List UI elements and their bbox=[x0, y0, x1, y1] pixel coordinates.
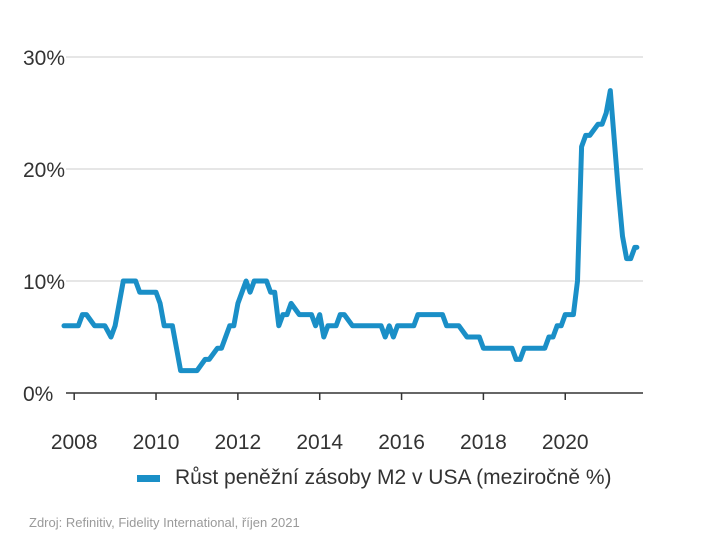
y-tick-label: 10% bbox=[23, 271, 65, 294]
grid-lines bbox=[66, 56, 643, 282]
legend-label: Růst peněžní zásoby M2 v USA (meziročně … bbox=[175, 466, 612, 489]
x-tick-label: 2020 bbox=[542, 431, 589, 454]
x-tick-label: 2018 bbox=[460, 431, 507, 454]
source-note: Zdroj: Refinitiv, Fidelity International… bbox=[29, 515, 300, 530]
y-axis-labels: 0% 10% 20% 30% bbox=[23, 47, 65, 406]
x-tick-label: 2008 bbox=[51, 431, 98, 454]
x-axis-ticks bbox=[73, 393, 566, 400]
series-group bbox=[61, 88, 640, 374]
x-tick-label: 2016 bbox=[378, 431, 425, 454]
y-tick-label: 20% bbox=[23, 159, 65, 182]
x-axis-labels: 2008 2010 2012 2014 2016 2018 2020 bbox=[51, 431, 589, 454]
x-tick-label: 2014 bbox=[296, 431, 343, 454]
x-tick-label: 2010 bbox=[133, 431, 180, 454]
y-tick-label: 30% bbox=[23, 47, 65, 70]
legend-swatch bbox=[137, 474, 160, 482]
series-line-m2-growth bbox=[61, 88, 640, 374]
legend: Růst peněžní zásoby M2 v USA (meziročně … bbox=[137, 466, 612, 490]
x-tick-label: 2012 bbox=[215, 431, 262, 454]
y-tick-label: 0% bbox=[23, 383, 53, 406]
